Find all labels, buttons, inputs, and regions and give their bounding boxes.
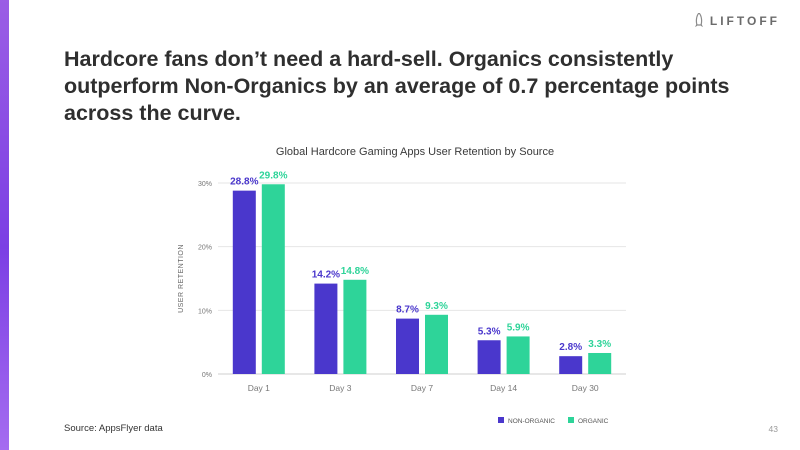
data-label: 5.9% (507, 322, 530, 333)
data-label: 14.2% (312, 270, 340, 281)
bar-non-organic (477, 340, 501, 374)
bar-organic (588, 352, 612, 374)
bar-non-organic (396, 318, 419, 374)
bar-organic (425, 314, 448, 374)
x-tick-label: Day 3 (329, 383, 351, 393)
rocket-icon (694, 13, 703, 27)
y-tick-label: 20% (198, 245, 212, 252)
x-tick-label: Day 30 (572, 383, 599, 393)
y-tick-label: 0% (202, 372, 212, 379)
x-tick-label: Day 1 (248, 383, 270, 393)
accent-bar (0, 0, 9, 450)
data-label: 2.8% (559, 342, 582, 353)
headline: Hardcore fans don’t need a hard-sell. Or… (64, 47, 730, 125)
brand-name: LIFTOFF (709, 14, 780, 28)
bar-organic (343, 279, 367, 374)
bar-organic (506, 336, 530, 374)
bar-non-organic (314, 283, 338, 374)
legend-label: ORGANIC (578, 418, 609, 425)
source-note: Source: AppsFlyer data (64, 423, 163, 434)
data-label: 29.8% (259, 170, 287, 181)
y-tick-label: 30% (198, 181, 212, 188)
legend-label: NON-ORGANIC (508, 418, 555, 425)
x-tick-label: Day 7 (411, 383, 433, 393)
x-tick-label: Day 14 (490, 383, 517, 393)
data-label: 14.8% (341, 266, 369, 277)
data-label: 5.3% (478, 326, 501, 337)
data-label: 9.3% (425, 301, 448, 312)
bar-non-organic (232, 190, 256, 374)
chart-title: Global Hardcore Gaming Apps User Retenti… (275, 146, 555, 158)
bar-organic (261, 184, 285, 374)
data-label: 28.8% (230, 177, 258, 188)
legend-swatch-organic (568, 417, 574, 423)
brand-logo: LIFTOFF (694, 13, 780, 29)
page-number: 43 (768, 424, 778, 434)
y-axis-label: USER RETENTION (178, 244, 185, 313)
y-tick-label: 10% (198, 308, 212, 315)
bar-non-organic (559, 356, 583, 374)
data-label: 8.7% (396, 305, 419, 316)
data-label: 3.3% (588, 339, 611, 350)
legend-swatch-non-organic (498, 417, 504, 423)
